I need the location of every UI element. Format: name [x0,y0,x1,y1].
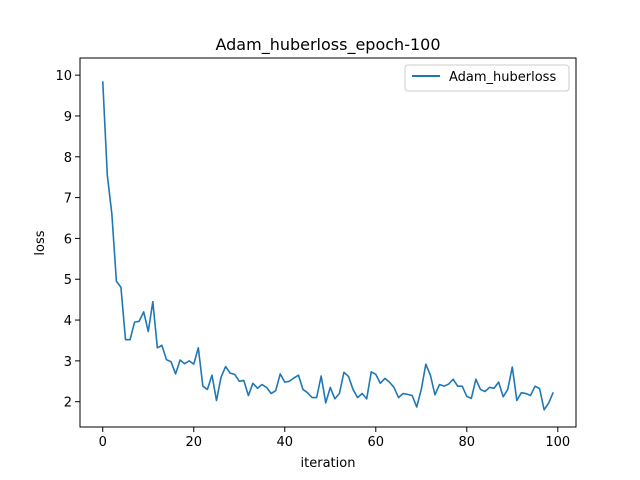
legend-label: Adam_huberloss [449,70,556,85]
y-tick-label: 8 [64,151,72,166]
x-axis-label: iteration [301,456,356,471]
y-tick-label: 6 [64,232,72,247]
x-tick-label: 80 [459,435,476,450]
x-tick-label: 60 [368,435,385,450]
x-axis-ticks: 0 20 40 60 80 100 [99,427,570,450]
x-tick-label: 0 [99,435,107,450]
legend: Adam_huberloss [404,64,570,92]
legend-box [404,64,570,92]
y-tick-label: 2 [64,396,72,411]
series-group [101,81,554,411]
y-tick-label: 4 [64,314,72,329]
series-line [101,81,554,411]
x-tick-label: 40 [276,435,293,450]
y-tick-label: 10 [55,69,72,84]
y-tick-label: 7 [64,192,72,207]
y-axis-ticks: 2 3 4 5 6 7 8 9 10 [55,69,80,411]
x-tick-label: 20 [185,435,202,450]
y-axis-label: loss [33,230,48,255]
y-tick-label: 3 [64,355,72,370]
chart-title: Adam_huberloss_epoch-100 [215,35,440,55]
plot-area: 0 20 40 60 80 100 2 3 4 5 6 7 8 9 10 [55,57,577,450]
y-tick-label: 5 [64,273,72,288]
plot-frame [79,57,577,428]
x-tick-label: 100 [545,435,570,450]
y-tick-label: 9 [64,110,72,125]
